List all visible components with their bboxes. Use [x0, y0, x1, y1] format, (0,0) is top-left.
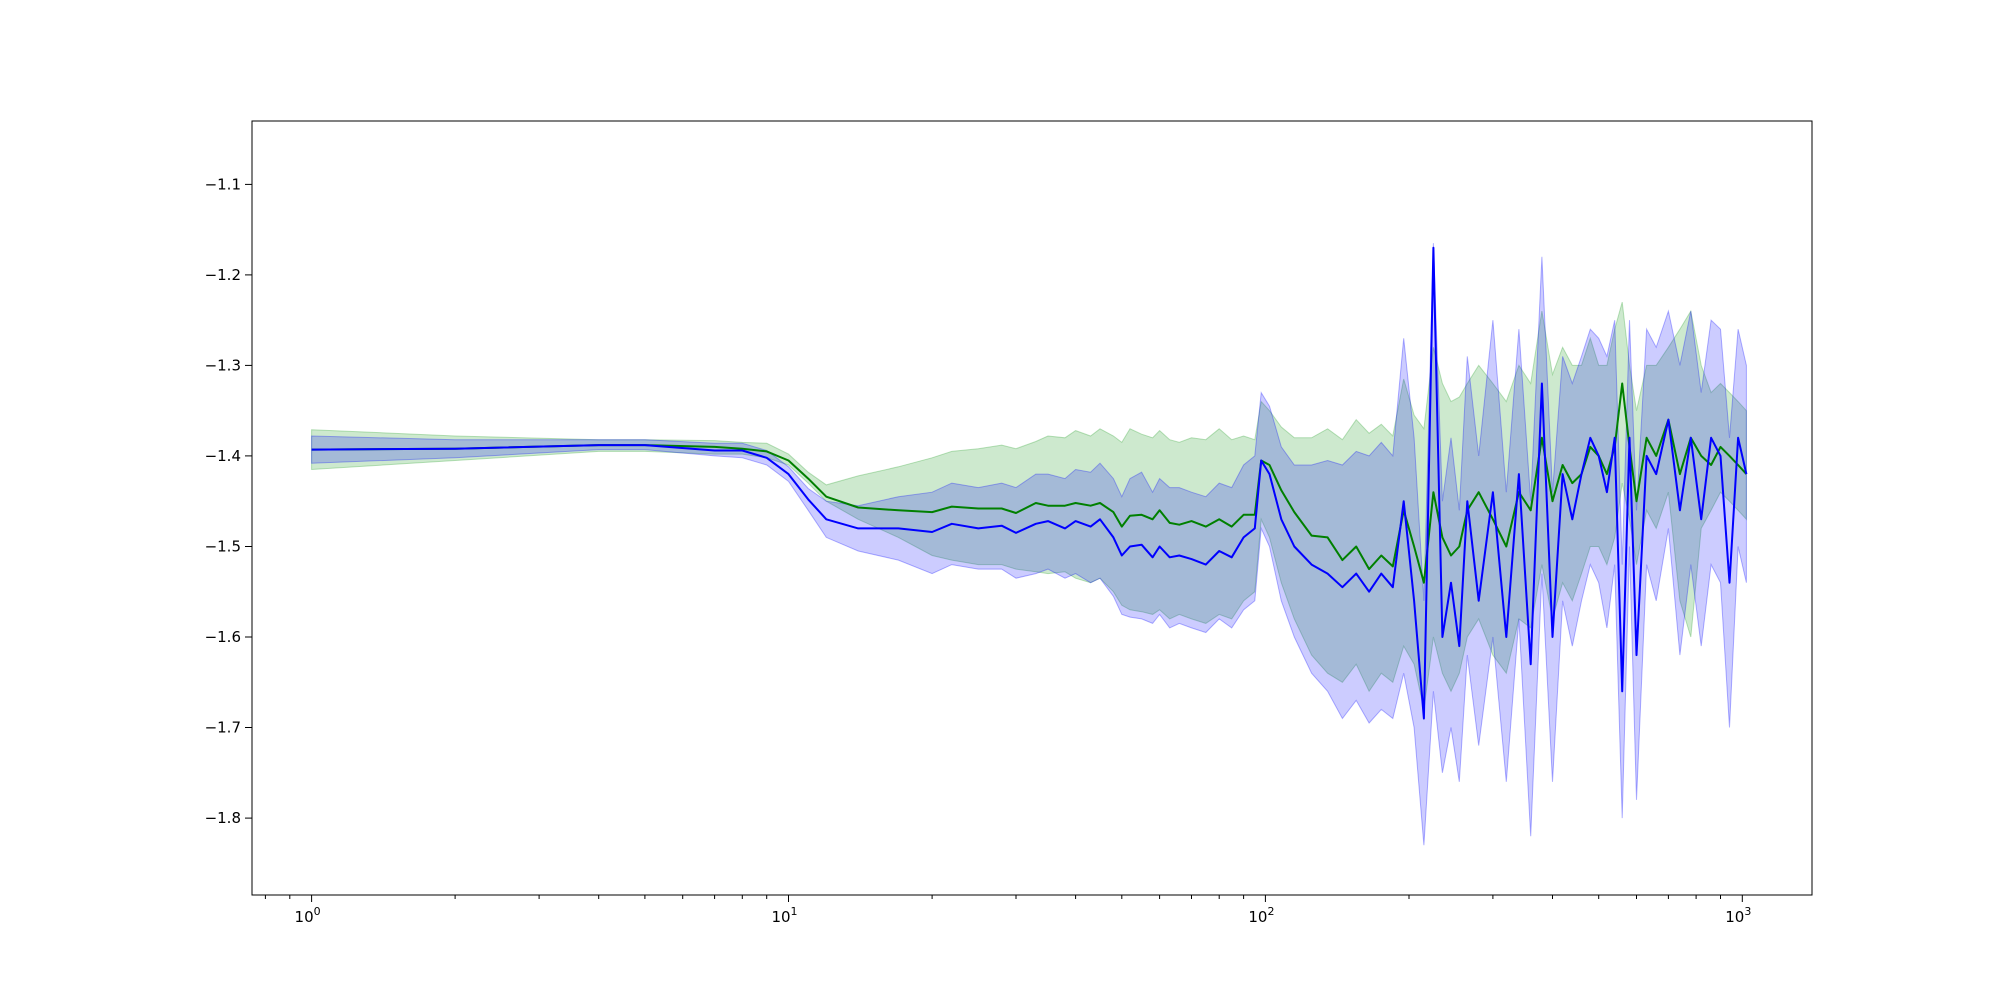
x-tick-label: 102 — [1248, 905, 1274, 926]
series-lines — [311, 246, 1748, 720]
y-tick-label: −1.3 — [205, 356, 241, 374]
y-tick-label: −1.4 — [205, 447, 241, 465]
y-axis: −1.1 −1.2 −1.3 −1.4 −1.5 −1.6 −1.7 −1.8 — [205, 175, 252, 827]
y-tick-label: −1.5 — [205, 538, 241, 556]
y-tick-label: −1.8 — [205, 809, 241, 827]
y-tick-label: −1.1 — [205, 175, 241, 193]
x-tick-label: 101 — [771, 905, 797, 926]
series-2-band — [311, 243, 1747, 846]
x-tick-label: 100 — [295, 905, 321, 926]
plot-area-frame — [251, 120, 1813, 896]
x-tick-label: 103 — [1725, 905, 1751, 926]
x-axis: 100 101 102 103 — [264, 895, 1751, 926]
y-tick-label: −1.2 — [205, 266, 241, 284]
series-2-line — [311, 246, 1748, 720]
series-1-line — [311, 382, 1748, 584]
y-tick-label: −1.6 — [205, 628, 241, 646]
y-tick-label: −1.7 — [205, 719, 241, 737]
